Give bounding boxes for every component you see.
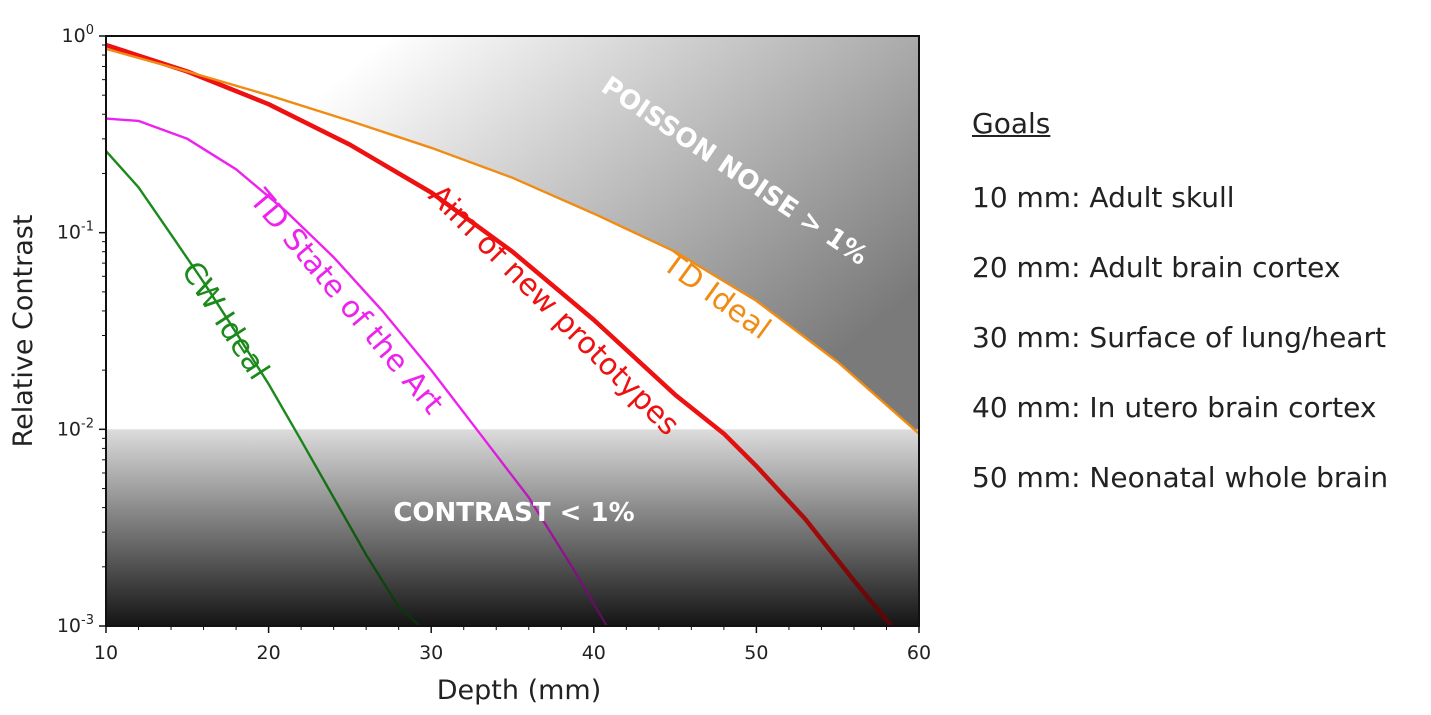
series-layer xyxy=(106,42,919,626)
series-line-cw-ideal xyxy=(106,149,421,626)
x-tick-label: 40 xyxy=(582,642,606,664)
y-tick-label: 100 xyxy=(62,23,94,47)
x-axis-title: Depth (mm) xyxy=(437,675,602,706)
x-tick-label: 30 xyxy=(419,642,443,664)
series-line-aim-of-new-prototypes xyxy=(106,42,894,626)
y-tick-label: 10-1 xyxy=(57,220,94,244)
x-tick-label: 10 xyxy=(94,642,118,664)
series-line-td-state-of-the-art xyxy=(106,117,608,626)
y-axis: 100 10-1 10-2 10-3 xyxy=(57,23,106,637)
goals-panel: Goals 10 mm: Adult skull 20 mm: Adult br… xyxy=(972,100,1427,524)
y-axis-title: Relative Contrast xyxy=(8,215,39,448)
x-axis: 10 20 30 40 50 60 xyxy=(94,626,931,664)
x-tick-label: 20 xyxy=(257,642,281,664)
x-tick-label: 50 xyxy=(744,642,768,664)
goal-item: 50 mm: Neonatal whole brain xyxy=(972,461,1389,494)
series-line-td-ideal xyxy=(106,47,919,435)
poisson-noise-region xyxy=(106,36,919,434)
goal-item: 10 mm: Adult skull xyxy=(972,181,1235,214)
goals-title: Goals xyxy=(972,107,1051,140)
series-label-td-state-of-the-art: TD State of the Art xyxy=(242,182,451,421)
series-label-cw-ideal: CW Ideal xyxy=(174,255,276,386)
y-tick-label: 10-2 xyxy=(57,416,94,440)
goal-item: 20 mm: Adult brain cortex xyxy=(972,251,1341,284)
goal-item: 30 mm: Surface of lung/heart xyxy=(972,321,1386,354)
x-tick-label: 60 xyxy=(907,642,931,664)
low-contrast-region xyxy=(106,429,919,626)
plot-frame xyxy=(105,35,920,627)
goal-item: 40 mm: In utero brain cortex xyxy=(972,391,1377,424)
contrast-threshold-label: CONTRAST < 1% xyxy=(393,498,634,528)
y-tick-label: 10-3 xyxy=(57,613,94,637)
